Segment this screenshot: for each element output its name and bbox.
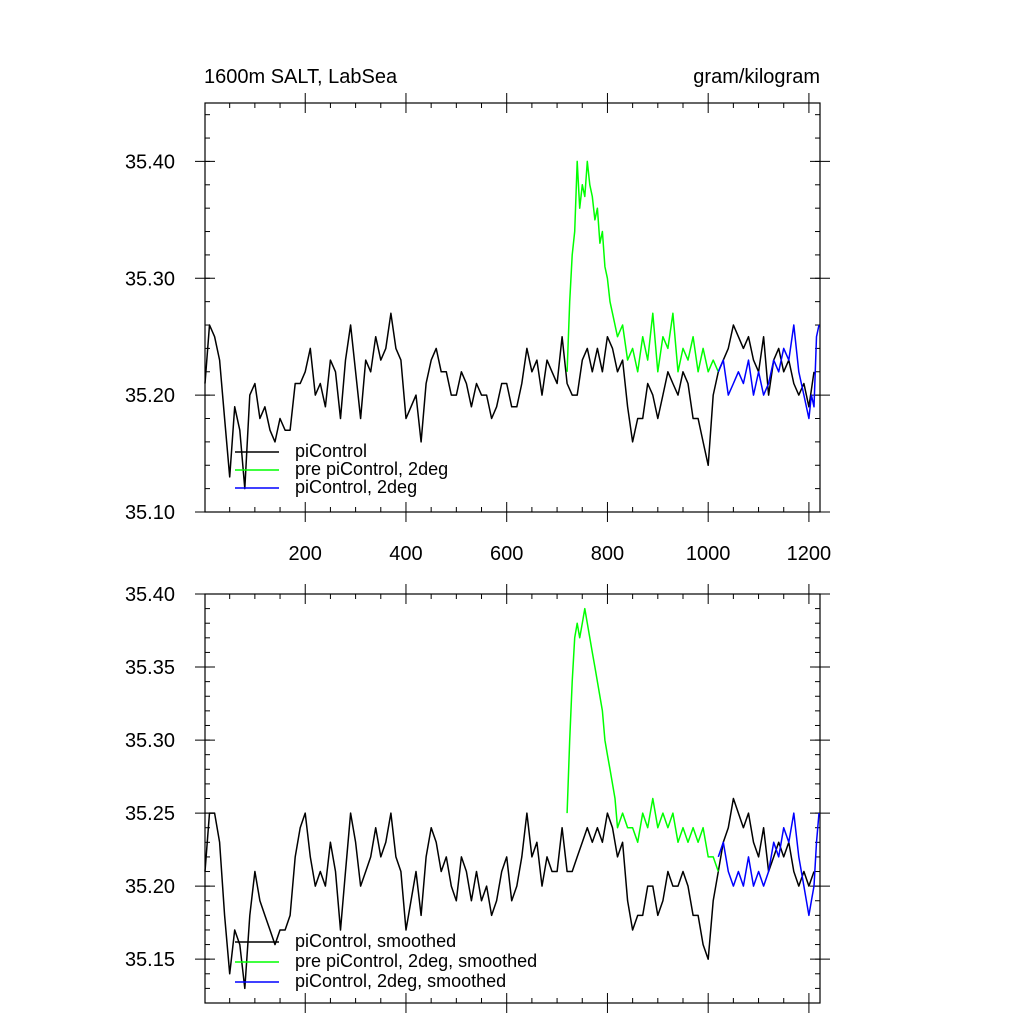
top-chart-title: 1600m SALT, LabSea [204, 66, 398, 88]
y-tick-label: 35.25 [125, 803, 175, 825]
top-plot: 200 400 600 800 1000 1200 35.10 35.20 35.30 35.40… [125, 93, 831, 565]
x-tick-label: 800 [591, 543, 624, 565]
legend-label: piControl [295, 441, 367, 461]
y-tick-label: 35.30 [125, 268, 175, 290]
x-tick-label: 400 [389, 543, 422, 565]
series-line-1-0 [204, 797, 815, 990]
y-tick-label: 35.30 [125, 730, 175, 752]
series-line-1-1 [566, 607, 720, 872]
series-line-1-2 [717, 812, 820, 917]
top-chart-units: gram/kilogram [693, 66, 820, 88]
plot-frame-0 [204, 102, 821, 513]
bottom-plot: 35.15 35.20 35.25 35.30 35.35 35.40 piControl,… [125, 584, 830, 1013]
x-tick-label: 1000 [686, 543, 731, 565]
y-tick-label: 35.40 [125, 151, 175, 173]
series-line-0-2 [717, 324, 820, 420]
x-tick-label: 200 [289, 543, 322, 565]
y-tick-label: 35.35 [125, 657, 175, 679]
legend-label: piControl, 2deg [295, 477, 417, 497]
y-tick-label: 35.20 [125, 385, 175, 407]
legend-label: piControl, 2deg, smoothed [295, 971, 506, 991]
y-tick-label: 35.10 [125, 502, 175, 524]
y-tick-label: 35.40 [125, 584, 175, 606]
legend-label: pre piControl, 2deg, smoothed [295, 951, 537, 971]
x-tick-label: 1200 [787, 543, 832, 565]
series-line-0-1 [566, 160, 719, 373]
series-line-0-0 [204, 312, 815, 490]
y-tick-label: 35.20 [125, 876, 175, 898]
y-tick-label: 35.15 [125, 949, 175, 971]
legend-label: piControl, smoothed [295, 931, 456, 951]
legend-label: pre piControl, 2deg [295, 459, 448, 479]
x-tick-label: 600 [490, 543, 523, 565]
